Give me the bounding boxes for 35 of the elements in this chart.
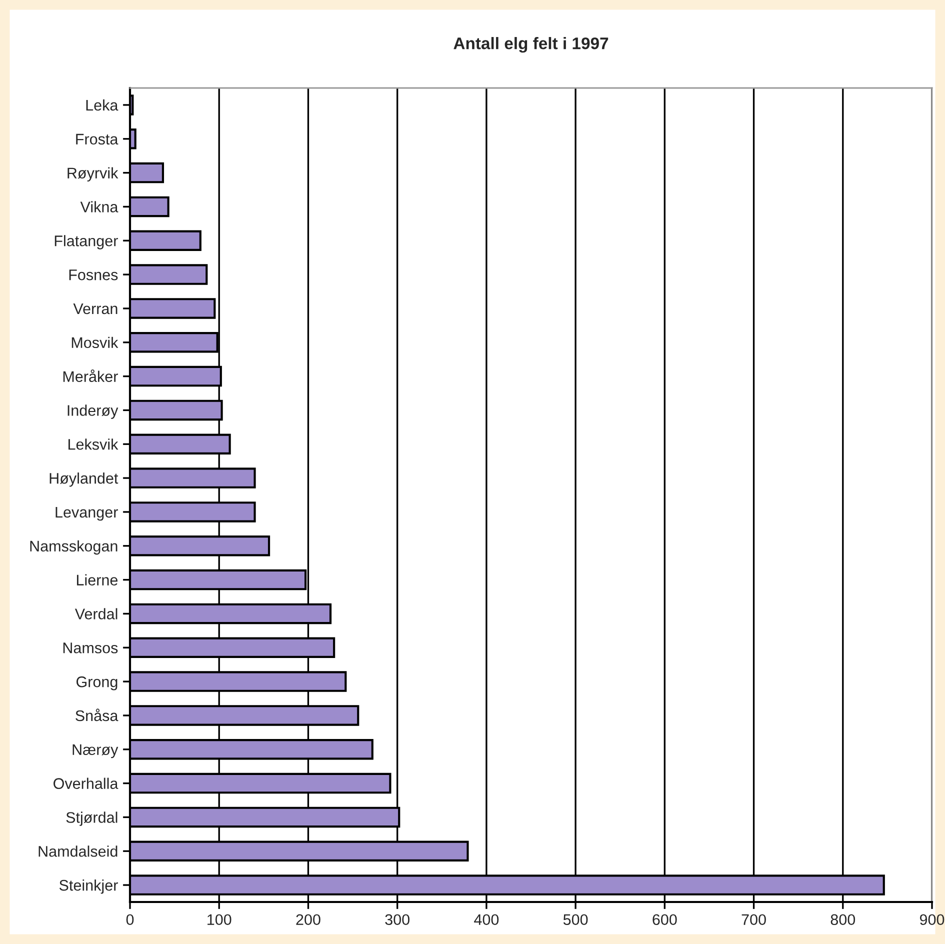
x-tick-label: 600 xyxy=(652,914,677,926)
y-tick-label: Verran xyxy=(73,303,118,314)
y-tick-label: Nærøy xyxy=(72,744,118,758)
y-tick-label: Flatanger xyxy=(54,235,118,250)
y-tick-label: Namdalseid xyxy=(38,846,118,857)
y-tick-label: Vikna xyxy=(80,201,118,212)
y-tick-label: Grong xyxy=(76,676,118,690)
y-tick-label: Verdal xyxy=(74,608,118,620)
y-tick-label: Fosnes xyxy=(69,270,118,280)
y-tick-label: Røyrvik xyxy=(68,167,118,182)
y-tick-label: Steinkjer xyxy=(59,880,118,894)
y-tick-label: Høylandet xyxy=(50,472,118,487)
y-tick-label: Namsskogan xyxy=(30,540,118,555)
y-tick-label: Lierne xyxy=(76,574,118,586)
y-tick-label: Namsos xyxy=(63,642,118,654)
y-tick-label: Meråker xyxy=(63,370,118,382)
y-tick-label: Leksvik xyxy=(68,438,118,450)
y-tick-label: Inderøy xyxy=(68,404,118,419)
x-tick-label: 100 xyxy=(208,914,232,926)
x-tick-label: 800 xyxy=(830,914,856,926)
y-tick-label: Levanger xyxy=(56,506,118,521)
y-tick-label: Snåsa xyxy=(76,708,118,722)
x-tick-label: 400 xyxy=(474,914,499,926)
x-tick-label: 500 xyxy=(563,914,588,926)
y-tick-label: Leka xyxy=(86,99,118,111)
chart-title: Antall elg felt i 1997 xyxy=(454,37,608,53)
x-tick-label: 0 xyxy=(126,914,134,926)
x-tick-label: 300 xyxy=(385,914,410,926)
x-tick-label: 900 xyxy=(920,914,944,926)
y-tick-label: Frosta xyxy=(76,134,118,145)
x-tick-label: 200 xyxy=(296,914,320,926)
y-tick-label: Mosvik xyxy=(72,336,118,348)
x-tick-label: 700 xyxy=(742,914,766,926)
y-tick-label: Overhalla xyxy=(54,778,118,789)
y-tick-label: Stjørdal xyxy=(66,812,118,826)
